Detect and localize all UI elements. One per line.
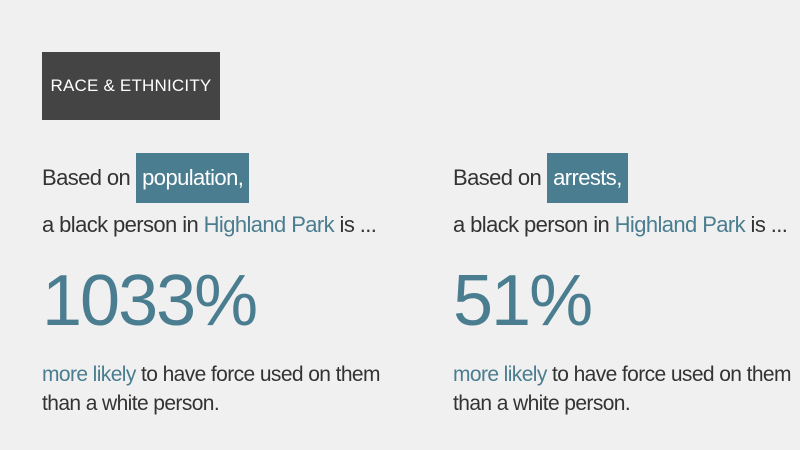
place: Highland Park (614, 212, 746, 237)
rest-text: to have force used on them (552, 363, 792, 386)
emphasis: more likely (453, 363, 547, 386)
emphasis: more likely (42, 363, 136, 386)
section-label: RACE & ETHNICITY (42, 52, 220, 120)
intro-line: Based on arrests, (453, 150, 800, 206)
conclusion: more likely to have force used on them th… (42, 360, 402, 418)
conclusion-line: than a white person. (42, 392, 220, 415)
stat-column: Based on arrests, a black person in Highla… (453, 150, 800, 418)
place: Highland Park (203, 212, 335, 237)
conclusion-line: more likely to have force used on them (42, 360, 402, 389)
subject: a black person in (453, 212, 610, 237)
basis-highlight: arrests, (547, 153, 628, 203)
subject-line: a black person in Highland Park is ... (453, 212, 800, 238)
subject: a black person in (42, 212, 199, 237)
conclusion: more likely to have force used on them th… (453, 360, 800, 418)
basis-highlight: population, (136, 153, 250, 203)
big-figure: 1033% (42, 261, 258, 341)
verb: is ... (750, 212, 788, 237)
conclusion-line: than a white person. (453, 392, 631, 415)
rest-text: to have force used on them (141, 363, 381, 386)
verb: is ... (339, 212, 377, 237)
intro: Based on (42, 165, 131, 190)
intro: Based on (453, 165, 542, 190)
subject-line: a black person in Highland Park is ... (42, 212, 402, 238)
stat-column: Based on population, a black person in Hig… (42, 150, 402, 418)
conclusion-line: more likely to have force used on them (453, 360, 800, 389)
big-figure: 51% (453, 261, 593, 341)
intro-line: Based on population, (42, 150, 402, 206)
